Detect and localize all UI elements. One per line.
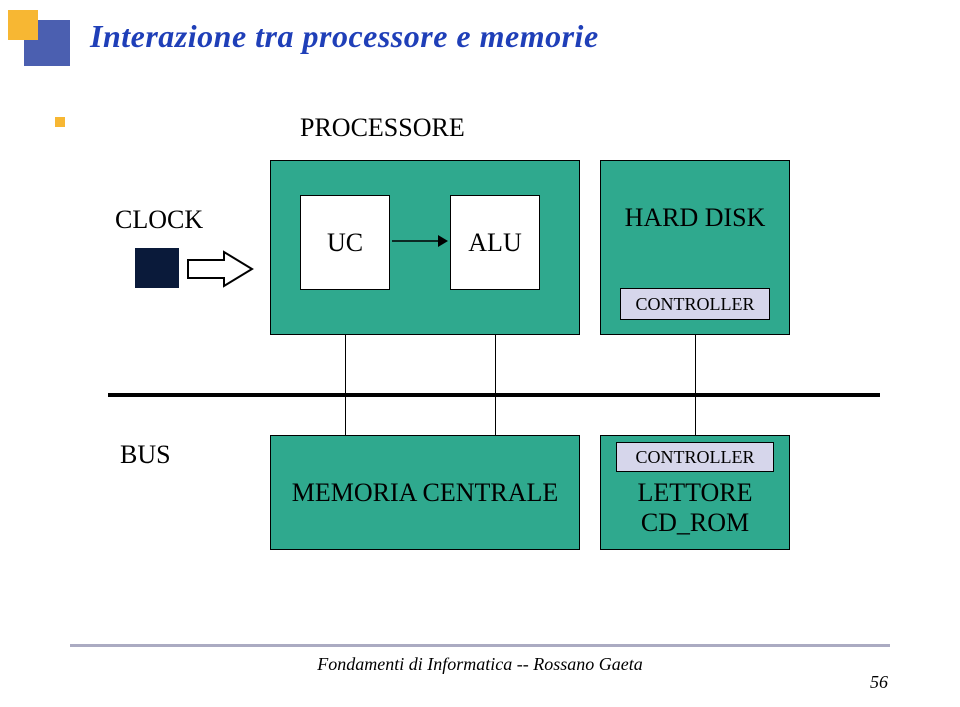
footer-text: Fondamenti di Informatica -- Rossano Gae… [0,654,960,675]
clock-text: CLOCK [115,205,203,234]
processore-text: PROCESSORE [300,113,465,142]
vline-5 [495,397,496,435]
clock-square [135,248,179,288]
controller-harddisk-box: CONTROLLER [620,288,770,320]
controller2-text: CONTROLLER [636,447,755,468]
memoria-box: MEMORIA CENTRALE [270,435,580,550]
uc-text: UC [327,228,363,258]
alu-box: ALU [450,195,540,290]
diagram-canvas: PROCESSORE CLOCK UC ALU HARD DISK CONTRO… [0,0,960,707]
memoria-text: MEMORIA CENTRALE [292,478,559,508]
vline-3 [695,335,696,395]
footer-rule [70,644,890,647]
vline-1 [345,335,346,395]
harddisk-text: HARD DISK [625,203,766,233]
bus-text: BUS [120,440,171,469]
clock-to-processor-arrow-icon [186,250,256,288]
bus-line [108,393,880,397]
vline-6 [695,397,696,435]
alu-text: ALU [468,228,521,258]
controller-cdrom-box: CONTROLLER [616,442,774,472]
clock-label: CLOCK [115,205,203,235]
page-number: 56 [870,672,888,693]
lettore-text: LETTORE CD_ROM [637,478,752,538]
vline-4 [345,397,346,435]
uc-box: UC [300,195,390,290]
uc-to-alu-arrow-icon [390,232,450,250]
bus-label: BUS [120,440,171,470]
vline-2 [495,335,496,395]
cdrom-box: CONTROLLER LETTORE CD_ROM [600,435,790,550]
controller1-text: CONTROLLER [636,294,755,315]
processore-label: PROCESSORE [300,113,465,143]
